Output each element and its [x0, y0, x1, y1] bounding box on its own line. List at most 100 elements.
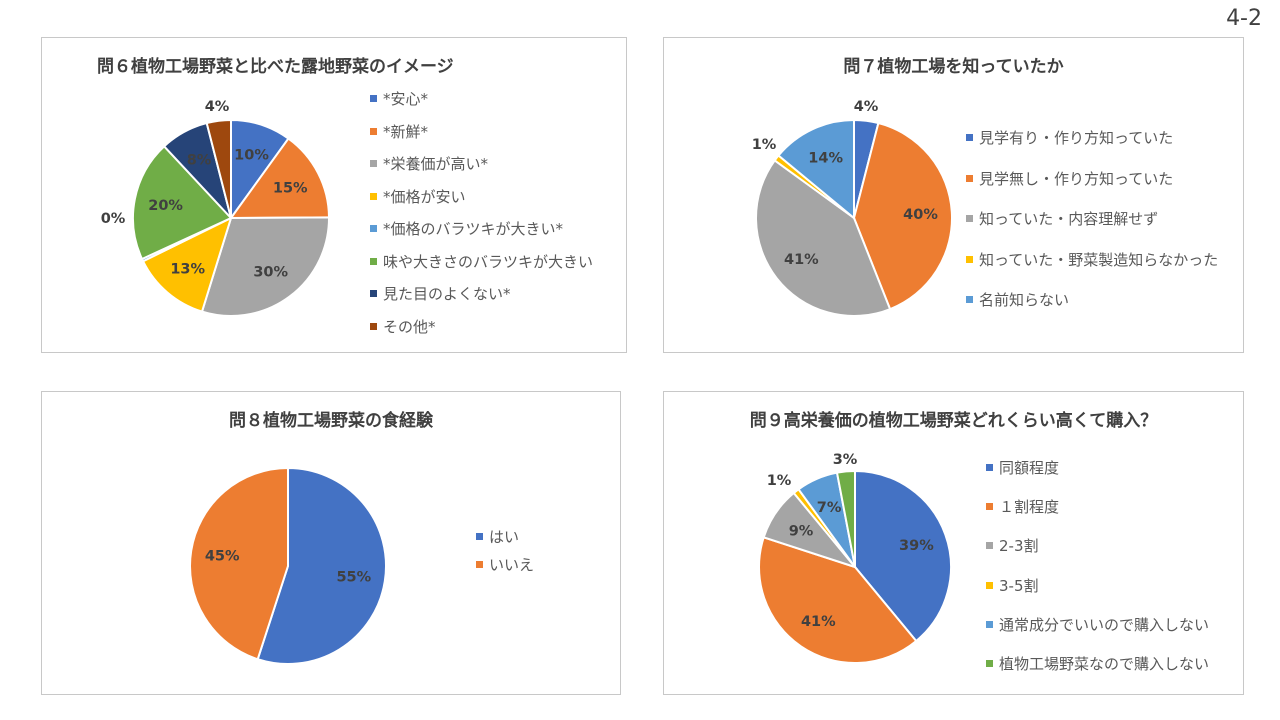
pie-label-q6-0: 10%: [234, 148, 269, 164]
pie-chart-q9: 39% 41% 9% 1% 7% 3%: [758, 452, 952, 664]
legend-swatch-q9-2: [986, 542, 993, 550]
chart-title-q6: 問６植物工場野菜と比べた露地野菜のイメージ: [97, 57, 454, 77]
legend-text-q8-1: いいえ: [489, 556, 535, 574]
pie-label-q6-5: 20%: [148, 198, 183, 214]
legend-swatch-q9-0: [986, 464, 993, 471]
legend-item-q6-1: *新鮮*: [370, 123, 428, 141]
legend-text-q6-5: 味や大きさのバラツキが大きい: [383, 252, 594, 271]
legend-swatch-q9-1: [986, 503, 993, 511]
legend-swatch-q7-2: [966, 215, 973, 222]
legend-item-q6-5: 味や大きさのバラツキが大きい: [370, 253, 593, 271]
legend-text-q6-3: *価格が安い: [383, 187, 466, 206]
legend-swatch-q6-2: [370, 160, 377, 167]
pie-chart-q6: 10%15% 30% 13% 0% 20% 8% 4%: [101, 99, 331, 317]
legend-text-q7-1: 見学無し・作り方知っていた: [979, 169, 1174, 188]
legend-text-q7-2: 知っていた・内容理解せず: [979, 210, 1159, 228]
chart-title-q8: 問８植物工場野菜の食経験: [229, 411, 433, 431]
legend-item-q9-0: 同額程度: [986, 459, 1059, 477]
pie-slice-q8-0: [256, 466, 387, 665]
legend-swatch-q9-5: [986, 660, 993, 667]
pie-label-q9-2: 9%: [789, 523, 814, 539]
legend-swatch-q6-4: [370, 225, 377, 232]
legend-swatch-q9-3: [986, 581, 993, 589]
pie-label-q7-2: 41%: [784, 252, 819, 268]
pie-label-q6-1: 15%: [273, 180, 308, 196]
legend-text-q6-7: その他*: [383, 317, 436, 336]
legend-item-q7-4: 名前知らない: [966, 291, 1069, 309]
legend-swatch-q6-5: [370, 257, 377, 265]
chart-title-q7: 問７植物工場を知っていたか: [843, 57, 1064, 77]
pie-label-q9-4: 7%: [817, 500, 842, 516]
legend-item-q9-1: １割程度: [986, 498, 1059, 516]
legend-text-q9-0: 同額程度: [999, 459, 1060, 477]
legend-item-q8-1: いいえ: [476, 556, 534, 574]
pie-label-q9-3: 1%: [767, 473, 792, 489]
pie-label-q8-1: 45%: [205, 549, 240, 565]
pie-label-q7-4: 14%: [808, 151, 843, 167]
pie-label-q6-4: 0%: [101, 211, 126, 227]
legend-swatch-q9-4: [986, 620, 993, 628]
legend-text-q6-1: *新鮮*: [383, 122, 429, 141]
legend-text-q7-0: 見学有り・作り方知っていた: [979, 129, 1174, 147]
legend-swatch-q7-1: [966, 174, 973, 182]
legend-item-q6-7: その他*: [370, 318, 436, 336]
legend-item-q9-4: 通常成分でいいので購入しない: [986, 616, 1209, 634]
pie-slice-q7-1: [852, 121, 953, 311]
legend-item-q7-0: 見学有り・作り方知っていた: [966, 129, 1173, 147]
chart-title-q9: 問９高栄養価の植物工場野菜どれくらい高くて購入？: [749, 411, 1158, 431]
legend-swatch-q8-1: [476, 561, 483, 568]
pie-slice-q7-2: [755, 158, 892, 317]
legend-swatch-q6-3: [370, 192, 377, 200]
legend-item-q9-3: 3-5割: [986, 577, 1039, 595]
legend-item-q6-4: *価格のバラツキが大きい*: [370, 220, 563, 238]
pie-chart-q8: 55% 45%: [189, 466, 387, 665]
pie-slice-q6-2: [200, 216, 330, 317]
legend-text-q7-4: 名前知らない: [979, 291, 1070, 309]
legend-item-q6-3: *価格が安い: [370, 188, 466, 206]
legend-swatch-q7-0: [966, 134, 973, 141]
pie-chart-q7: 4% 40% 41% 1% 14%: [752, 99, 953, 317]
legend-text-q9-5: 植物工場野菜なので購入しない: [999, 655, 1210, 673]
chart-panel-q6: 問６植物工場野菜と比べた露地野菜のイメージ 10% 15% 30% 13% 0% 20% 8…: [41, 37, 627, 353]
chart-panel-q8: 問８植物工場野菜の食経験 55% 45% はいいいえ: [41, 391, 621, 695]
legend-text-q9-4: 通常成分でいいので購入しない: [999, 615, 1210, 634]
pie-slice-q6-3: [141, 216, 233, 313]
legend-item-q6-2: *栄養価が高い*: [370, 155, 488, 173]
pie-label-q7-1: 40%: [903, 207, 938, 223]
legend-text-q6-6: 見た目のよくない*: [383, 285, 511, 303]
pie-slice-q7-4: [777, 118, 855, 221]
pie-slice-q6-1: [229, 137, 331, 220]
legend-text-q6-4: *価格のバラツキが大きい*: [383, 220, 564, 238]
legend-swatch-q6-0: [370, 95, 377, 102]
page-number: 4-2: [1226, 6, 1262, 31]
pie-label-q7-3: 1%: [752, 137, 777, 153]
legend-swatch-q6-6: [370, 290, 377, 297]
legend-swatch-q6-1: [370, 127, 377, 135]
legend-item-q9-2: 2-3割: [986, 537, 1039, 555]
legend-swatch-q7-4: [966, 296, 973, 303]
legend-item-q6-6: 見た目のよくない*: [370, 285, 511, 303]
pie-label-q9-0: 39%: [899, 538, 934, 554]
legend-text-q9-3: 3-5割: [999, 576, 1039, 595]
pie-slice-q6-5: [132, 144, 233, 261]
legend-text-q9-2: 2-3割: [999, 537, 1039, 556]
legend-item-q8-0: はい: [476, 528, 519, 546]
chart-panel-q9: 問９高栄養価の植物工場野菜どれくらい高くて購入？ 39% 41% 9% 1% 7% 3% …: [663, 391, 1244, 695]
pie-slice-q8-1: [189, 466, 289, 661]
pie-slice-q9-0: [854, 469, 952, 643]
pie-slice-q9-5: [835, 469, 856, 568]
pie-label-q6-7: 4%: [205, 99, 230, 115]
pie-label-q9-5: 3%: [833, 452, 858, 468]
pie-label-q6-2: 30%: [253, 265, 288, 281]
legend-item-q6-0: *安心*: [370, 90, 428, 108]
pie-label-q6-3: 13%: [170, 262, 205, 278]
pie-slice-q9-1: [758, 536, 918, 664]
pie-label-q8-0: 55%: [336, 569, 371, 585]
pie-label-q7-0: 4%: [854, 99, 879, 115]
pie-slice-q6-7: [205, 118, 232, 219]
legend-item-q7-2: 知っていた・内容理解せず: [966, 210, 1158, 228]
pie-label-q6-6: 8%: [187, 153, 212, 169]
legend-swatch-q6-7: [370, 322, 377, 330]
legend-text-q6-2: *栄養価が高い*: [383, 155, 489, 173]
legend-text-q7-3: 知っていた・野菜製造知らなかった: [979, 250, 1219, 269]
